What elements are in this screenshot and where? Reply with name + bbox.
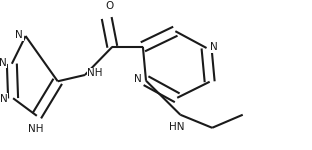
Text: NH: NH [27,124,43,134]
Text: N: N [0,94,7,104]
Text: O: O [105,1,113,11]
Text: N: N [210,42,217,52]
Text: N: N [16,30,23,40]
Text: N: N [0,58,6,68]
Text: NH: NH [87,69,103,78]
Text: N: N [134,75,142,84]
Text: HN: HN [169,122,185,132]
